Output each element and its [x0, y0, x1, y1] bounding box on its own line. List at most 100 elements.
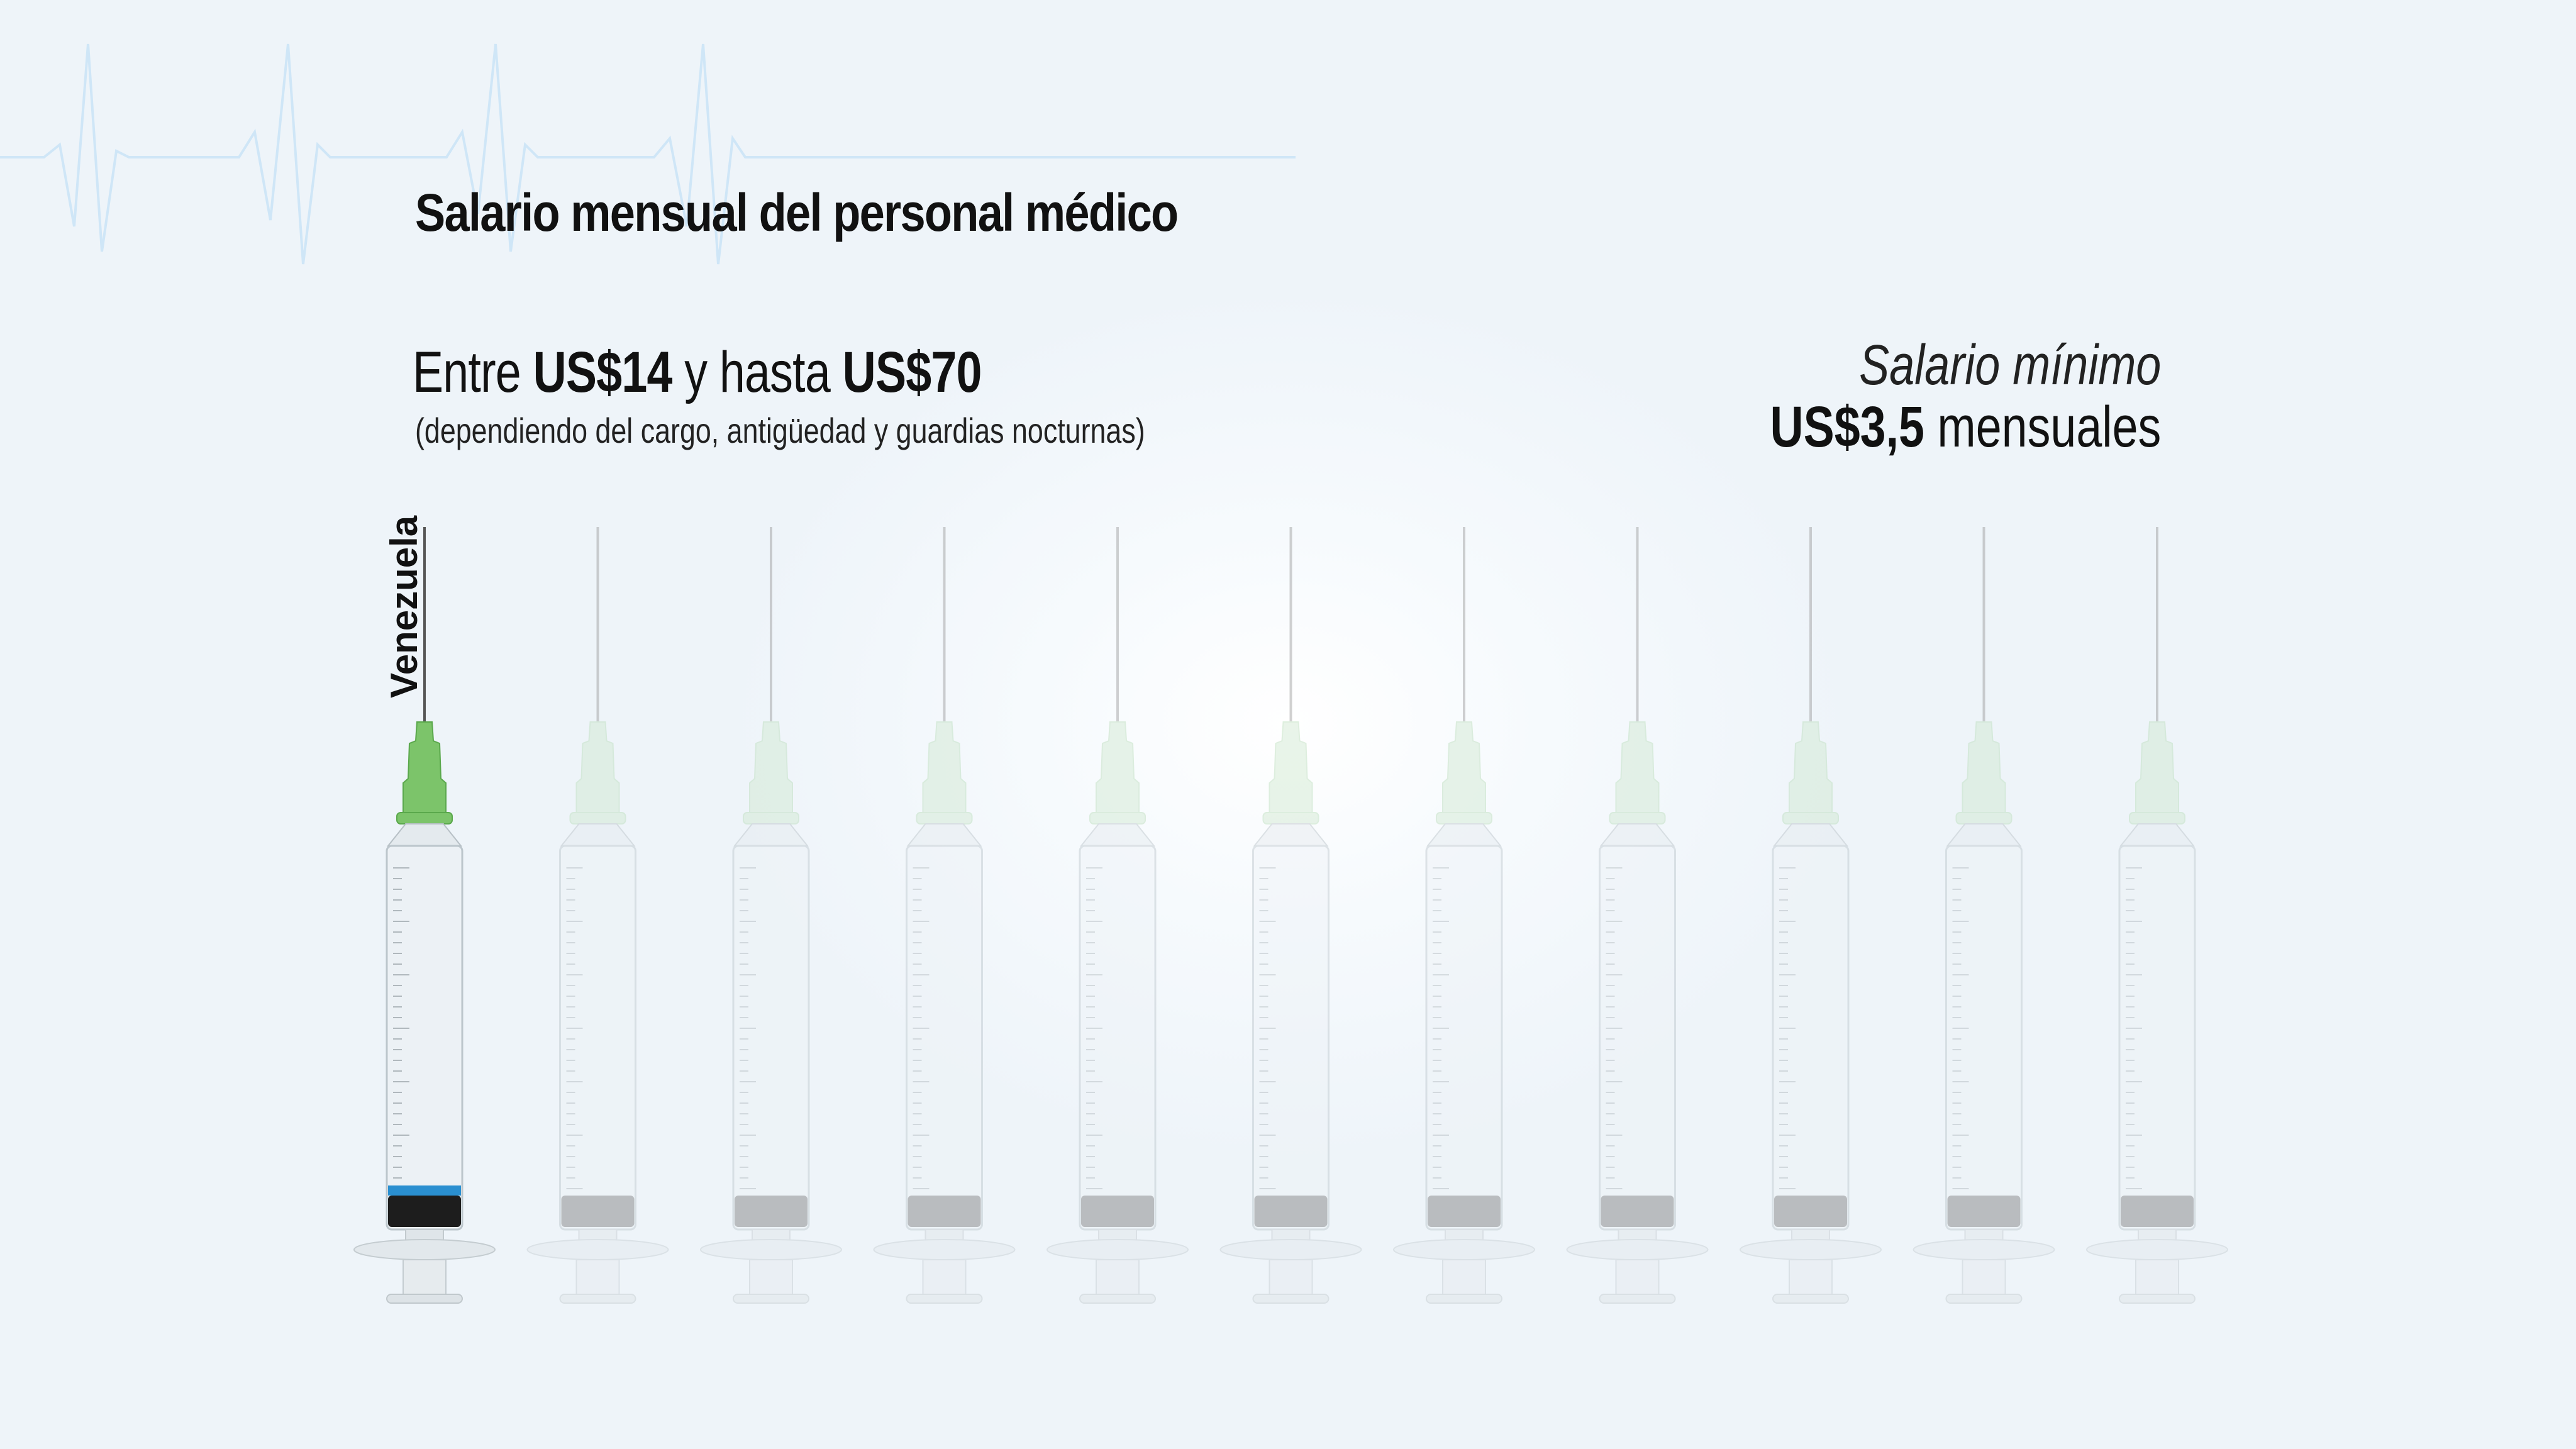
- syringe-icon: [1046, 527, 1189, 1304]
- syringe-finger-flange: [1219, 1239, 1362, 1260]
- syringe-barrel: [559, 845, 636, 1231]
- syringe-plunger-rod: [752, 1229, 791, 1249]
- syringe-plunger-rod: [1964, 1229, 2004, 1249]
- syringe-icon: [2086, 527, 2228, 1304]
- syringe-finger-flange: [526, 1239, 669, 1260]
- syringe-finger-flange: [353, 1239, 496, 1260]
- syringe-stopper: [1254, 1196, 1328, 1227]
- syringe-finger-flange: [1566, 1239, 1709, 1260]
- syringe-plunger-rod: [1618, 1229, 1657, 1249]
- salary-range: Entre US$14 y hasta US$70: [413, 340, 982, 406]
- syringe-hub: [575, 721, 620, 818]
- syringe-barrel: [1079, 845, 1157, 1231]
- syringe-barrel-tip: [906, 823, 982, 847]
- syringe-plunger-rod: [1098, 1229, 1137, 1249]
- range-high-value: US$70: [842, 340, 982, 404]
- syringe-hub-flange: [2129, 812, 2185, 824]
- syringe-finger-flange: [700, 1239, 842, 1260]
- syringe-barrel: [2118, 845, 2196, 1231]
- minimum-wage-label: Salario mínimo: [1858, 334, 2161, 397]
- syringe-thumb-rest: [386, 1294, 463, 1304]
- syringe-thumb-rest: [1252, 1294, 1330, 1304]
- range-low-value: US$14: [533, 340, 673, 404]
- syringe-plunger-rod: [1445, 1229, 1484, 1249]
- syringe-barrel-tip: [1079, 823, 1156, 847]
- syringe-barrel-tip: [386, 823, 463, 847]
- syringe-plunger-body: [922, 1259, 967, 1298]
- syringe-barrel: [732, 845, 810, 1231]
- syringe-barrel-tip: [2119, 823, 2196, 847]
- syringe-barrel: [1425, 845, 1503, 1231]
- syringe-icon: [700, 527, 842, 1304]
- syringe-hub-flange: [1782, 812, 1839, 824]
- syringe-hub-flange: [1436, 812, 1492, 824]
- syringe-barrel-tip: [1426, 823, 1502, 847]
- syringe-hub: [1962, 721, 2006, 818]
- syringe-thumb-rest: [1945, 1294, 2023, 1304]
- syringe-icon: [873, 527, 1016, 1304]
- syringe-hub: [1269, 721, 1313, 818]
- syringe-thumb-rest: [2119, 1294, 2196, 1304]
- syringe-hub: [1442, 721, 1486, 818]
- range-prefix: Entre: [413, 340, 533, 404]
- chart-title: Salario mensual del personal médico: [415, 183, 1179, 242]
- syringe-plunger-body: [1096, 1259, 1140, 1298]
- syringe-hub: [402, 721, 447, 818]
- syringe-thumb-rest: [733, 1294, 809, 1304]
- syringe-plunger-rod: [2138, 1229, 2177, 1249]
- range-note: (dependiendo del cargo, antigüedad y gua…: [415, 411, 1145, 450]
- syringe-hub-flange: [1262, 812, 1319, 824]
- syringe-plunger-body: [2135, 1259, 2179, 1298]
- syringe-stopper-ring: [388, 1185, 461, 1196]
- syringe-barrel-tip: [1772, 823, 1849, 847]
- syringe-plunger-rod: [1791, 1229, 1830, 1249]
- syringe-plunger-rod: [1271, 1229, 1311, 1249]
- syringe-thumb-rest: [906, 1294, 983, 1304]
- syringe-barrel-tip: [733, 823, 809, 847]
- syringe-stopper: [388, 1196, 461, 1227]
- syringe-hub-flange: [1609, 812, 1666, 824]
- syringe-stopper: [2121, 1196, 2194, 1227]
- syringe-icon: [1566, 527, 1709, 1304]
- ekg-heartbeat-decoration: [0, 43, 1296, 265]
- syringe-hub-flange: [396, 812, 453, 824]
- syringe-plunger-body: [575, 1259, 620, 1298]
- syringe-hub-flange: [743, 812, 799, 824]
- syringe-plunger-body: [402, 1259, 447, 1298]
- syringe-icon: [1740, 527, 1882, 1304]
- syringe-hub-flange: [916, 812, 973, 824]
- syringe-hub: [749, 721, 793, 818]
- syringe-finger-flange: [873, 1239, 1016, 1260]
- syringe-finger-flange: [1393, 1239, 1535, 1260]
- syringe-stopper: [1428, 1196, 1501, 1227]
- syringe-hub: [1789, 721, 1833, 818]
- syringe-stopper: [1774, 1196, 1847, 1227]
- syringe-barrel: [1945, 845, 2023, 1231]
- syringe-barrel: [1599, 845, 1676, 1231]
- syringe-barrel: [1772, 845, 1850, 1231]
- syringe-thumb-rest: [1426, 1294, 1502, 1304]
- syringe-thumb-rest: [559, 1294, 636, 1304]
- syringe-plunger-body: [1442, 1259, 1486, 1298]
- syringe-stopper: [1947, 1196, 2021, 1227]
- syringe-icon-highlighted: Venezuela: [353, 515, 496, 1304]
- syringe-stopper: [735, 1196, 808, 1227]
- syringe-thumb-rest: [1772, 1294, 1849, 1304]
- syringe-plunger-body: [1269, 1259, 1313, 1298]
- minimum-wage-value: US$3,5 mensuales: [1770, 394, 2161, 460]
- syringe-hub-flange: [1089, 812, 1146, 824]
- syringe-hub: [1615, 721, 1660, 818]
- syringe-stopper: [561, 1196, 635, 1227]
- syringe-barrel-tip: [1253, 823, 1329, 847]
- syringe-barrel: [386, 845, 464, 1231]
- category-label: Venezuela: [383, 515, 425, 698]
- syringe-icon: [1913, 527, 2055, 1304]
- range-middle: y hasta: [672, 340, 843, 404]
- syringe-finger-flange: [1740, 1239, 1882, 1260]
- minimum-wage-amount: US$3,5: [1770, 395, 1924, 459]
- syringe-hub: [2135, 721, 2179, 818]
- syringe-plunger-body: [1615, 1259, 1660, 1298]
- syringe-thumb-rest: [1599, 1294, 1676, 1304]
- syringe-barrel: [1252, 845, 1330, 1231]
- syringe-hub: [1096, 721, 1140, 818]
